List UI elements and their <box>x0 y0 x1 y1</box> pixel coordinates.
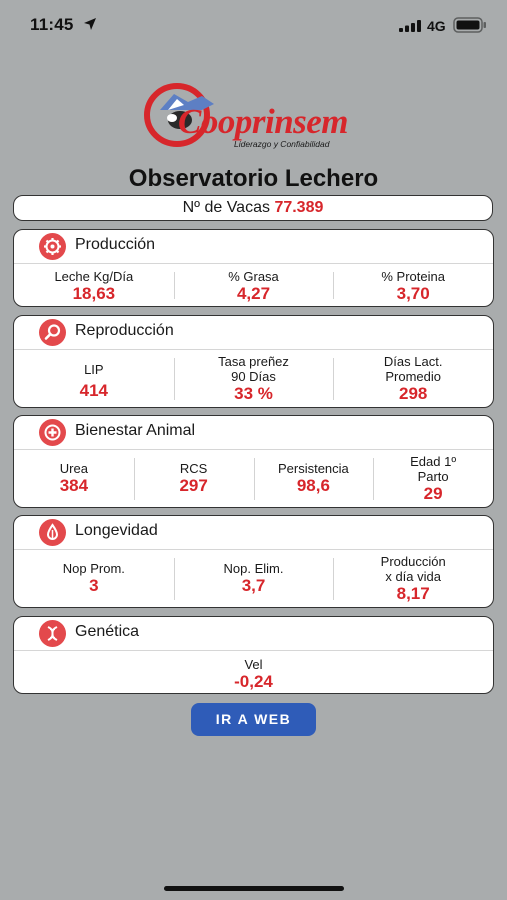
card-header: Longevidad <box>14 516 493 550</box>
metric-label: Producción x día vida <box>380 554 446 584</box>
metric-label: Nop. Elim. <box>223 561 284 576</box>
metric-nop-prom: Nop Prom. 3 <box>14 550 174 607</box>
metric-value: 18,63 <box>72 284 116 303</box>
metric-label: Vel <box>244 657 263 672</box>
battery-icon <box>453 17 486 33</box>
metric-label: LIP <box>84 362 104 377</box>
metric-proteina: % Proteina 3,70 <box>333 264 493 306</box>
metric-value: 298 <box>398 384 428 403</box>
metric-label: Nop Prom. <box>62 561 125 576</box>
home-indicator[interactable] <box>164 886 344 891</box>
metric-dias-lact: Días Lact. Promedio 298 <box>333 350 493 407</box>
metric-lip: LIP 414 <box>14 350 174 407</box>
card-title: Producción <box>75 236 156 253</box>
card-longevidad: Longevidad Nop Prom. 3 Nop. Elim. 3,7 Pr… <box>13 515 494 608</box>
metrics-row: Nop Prom. 3 Nop. Elim. 3,7 Producción x … <box>14 550 493 607</box>
logo-text: Cooprinsem <box>178 102 349 141</box>
metric-value: 3,70 <box>396 284 430 303</box>
network-type: 4G <box>427 18 446 34</box>
metric-vel: Vel -0,24 <box>14 651 493 693</box>
status-time: 11:45 <box>30 15 74 34</box>
metric-persistencia: Persistencia 98,6 <box>253 450 374 507</box>
card-genetica: Genética Vel -0,24 <box>13 616 494 694</box>
metric-value: 4,27 <box>236 284 271 303</box>
metric-label: Persistencia <box>277 461 349 476</box>
metric-value: 8,17 <box>396 584 430 603</box>
metric-label: Leche Kg/Día <box>54 269 134 284</box>
card-header: Genética <box>14 617 493 651</box>
metric-value: 414 <box>79 381 109 400</box>
metric-value: 3,7 <box>241 576 266 595</box>
ir-a-web-button[interactable]: IR A WEB <box>191 703 316 736</box>
metric-value: 297 <box>179 476 208 495</box>
card-header: Bienestar Animal <box>14 416 493 450</box>
status-bar: 11:45 4G <box>0 0 507 50</box>
metric-produccion-dia-vida: Producción x día vida 8,17 <box>333 550 493 607</box>
card-title: Genética <box>75 623 140 640</box>
metric-value: 3 <box>89 576 99 595</box>
metric-edad-parto: Edad 1º Parto 29 <box>373 450 493 507</box>
metric-label: Urea <box>59 461 88 476</box>
drop-icon <box>39 519 66 546</box>
cow-count-bar: Nº de Vacas 77.389 <box>13 195 493 221</box>
metric-rcs: RCS 297 <box>133 450 254 507</box>
metric-urea: Urea 384 <box>14 450 134 507</box>
metric-value: -0,24 <box>234 672 273 691</box>
metric-label: % Grasa <box>228 269 279 284</box>
card-header: Producción <box>14 230 493 264</box>
metric-value: 29 <box>423 484 443 503</box>
signal-bars-icon <box>399 20 421 32</box>
card-title: Longevidad <box>75 522 158 539</box>
metric-value: 98,6 <box>296 476 330 495</box>
card-produccion: Producción Leche Kg/Día 18,63 % Grasa 4,… <box>13 229 494 307</box>
metric-value: 384 <box>59 476 89 495</box>
metric-label: RCS <box>179 461 208 476</box>
metric-tasa-prenez: Tasa preñez 90 Días 33 % <box>173 350 334 407</box>
cow-count-label: Nº de Vacas <box>182 199 270 216</box>
card-reproduccion: Reproducción LIP 414 Tasa preñez 90 Días… <box>13 315 494 408</box>
metric-value: 33 % <box>234 384 273 403</box>
cooprinsem-logo: Cooprinsem Liderazgo y Confiabilidad <box>144 80 368 152</box>
metrics-row: Vel -0,24 <box>14 651 493 693</box>
metrics-row: Leche Kg/Día 18,63 % Grasa 4,27 % Protei… <box>14 264 493 306</box>
location-arrow-icon <box>84 18 96 30</box>
cow-count-value: 77.389 <box>274 199 324 216</box>
dna-icon <box>39 620 66 647</box>
page-title: Observatorio Lechero <box>128 165 379 192</box>
plus-icon <box>39 419 66 446</box>
metric-label: Edad 1º Parto <box>410 454 457 484</box>
card-title: Bienestar Animal <box>75 422 196 439</box>
search-icon <box>39 319 66 346</box>
card-title: Reproducción <box>75 322 174 339</box>
metric-label: Días Lact. Promedio <box>383 354 443 384</box>
card-header: Reproducción <box>14 316 493 350</box>
logo-tagline: Liderazgo y Confiabilidad <box>234 139 330 149</box>
metric-label: Tasa preñez 90 Días <box>218 354 289 384</box>
logo-emblem-icon <box>144 83 214 147</box>
gear-icon <box>39 233 66 260</box>
metric-grasa: % Grasa 4,27 <box>173 264 334 306</box>
metric-leche: Leche Kg/Día 18,63 <box>14 264 174 306</box>
metrics-row: LIP 414 Tasa preñez 90 Días 33 % Días La… <box>14 350 493 407</box>
metrics-row: Urea 384 RCS 297 Persistencia 98,6 Edad … <box>14 450 493 507</box>
metric-nop-elim: Nop. Elim. 3,7 <box>173 550 334 607</box>
card-bienestar: Bienestar Animal Urea 384 RCS 297 Persis… <box>13 415 494 508</box>
metric-label: % Proteina <box>381 269 445 284</box>
